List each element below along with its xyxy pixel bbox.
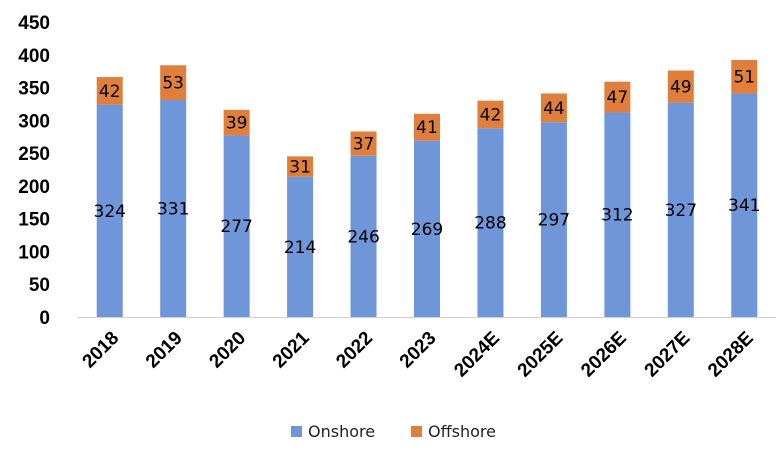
x-tick-label: 2026E [577,328,631,382]
bar-offshore-2025e [540,93,567,123]
bar-offshore-2023 [414,113,440,141]
y-tick-label: 200 [18,177,50,198]
bar-offshore-2024e [477,100,504,129]
legend-label-offshore: Offshore [428,422,496,441]
x-axis: 2018 2019 2020 2021 2022 2023 2024E 2025E 2026E 2… [78,317,776,382]
bar-offshore-2020 [223,109,250,136]
data-label-onshore: 288 [474,214,506,234]
bar-onshore-2024e [477,128,504,317]
x-tick-label: 2024E [450,328,504,382]
bar-onshore-2025e [540,122,567,317]
data-label-onshore: 269 [411,220,443,240]
bar-onshore-2021 [287,176,314,317]
data-label-offshore: 44 [543,99,565,119]
y-tick-label: 300 [18,111,50,132]
bar-onshore-2022 [350,155,377,317]
bar-offshore-2026e [604,81,631,113]
data-label-offshore: 49 [670,78,692,98]
bar-offshore-2022 [350,131,377,156]
x-tick-label: 2020 [205,328,250,373]
x-tick-label: 2018 [79,328,124,373]
data-label-onshore: 277 [220,217,252,237]
bar-offshore-2019 [160,65,187,101]
data-label-offshore: 51 [733,68,755,88]
x-tick-label: 2023 [396,328,441,373]
y-tick-label: 150 [18,210,50,231]
legend-label-onshore: Onshore [308,422,375,441]
data-labels: 324 42 331 53 277 39 214 31 246 37 269 41 288 42 297 44… [94,68,761,258]
bar-onshore-2027e [667,102,694,317]
bar-onshore-2019 [160,100,187,317]
bar-offshore-2018 [96,77,123,105]
data-label-onshore: 312 [601,206,633,226]
data-label-onshore: 214 [284,238,316,258]
bar-onshore-2028e [731,93,758,317]
data-label-offshore: 47 [607,88,629,108]
data-label-offshore: 42 [99,82,121,102]
bar-onshore-2018 [96,104,123,317]
y-tick-label: 450 [18,13,50,34]
y-tick-label: 0 [39,308,50,329]
legend-swatch-onshore [291,426,302,437]
bar-onshore-2020 [223,135,250,317]
data-label-offshore: 53 [162,74,184,94]
bar-offshore-2021 [287,156,314,177]
x-tick-label: 2027E [641,328,695,382]
data-label-onshore: 341 [728,196,760,216]
data-label-offshore: 39 [226,114,248,134]
bar-onshore-2026e [604,112,631,317]
bars [96,60,758,317]
data-label-onshore: 246 [347,227,379,247]
y-tick-label: 350 [18,79,50,100]
data-label-offshore: 41 [416,118,438,138]
bar-offshore-2028e [731,60,758,94]
x-tick-label: 2022 [332,328,377,373]
data-label-offshore: 31 [289,158,311,178]
data-label-onshore: 324 [94,202,126,222]
legend: Onshore Offshore [291,422,496,441]
x-tick-label: 2028E [704,328,758,382]
data-label-offshore: 37 [353,135,375,155]
x-tick-label: 2025E [514,328,568,382]
data-label-offshore: 42 [480,105,502,125]
y-tick-label: 50 [29,275,50,296]
bar-onshore-2023 [414,140,440,317]
data-label-onshore: 297 [538,211,570,231]
x-tick-label: 2021 [269,327,314,372]
data-label-onshore: 327 [665,201,697,221]
y-tick-label: 400 [18,46,50,67]
y-tick-label: 250 [18,144,50,165]
x-tick-label: 2019 [142,328,187,373]
y-tick-label: 100 [18,242,50,263]
data-label-onshore: 331 [157,200,189,220]
legend-swatch-offshore [411,426,422,437]
y-axis: 0 50 100 150 200 250 300 350 400 450 [18,13,50,329]
bar-offshore-2027e [667,70,694,103]
